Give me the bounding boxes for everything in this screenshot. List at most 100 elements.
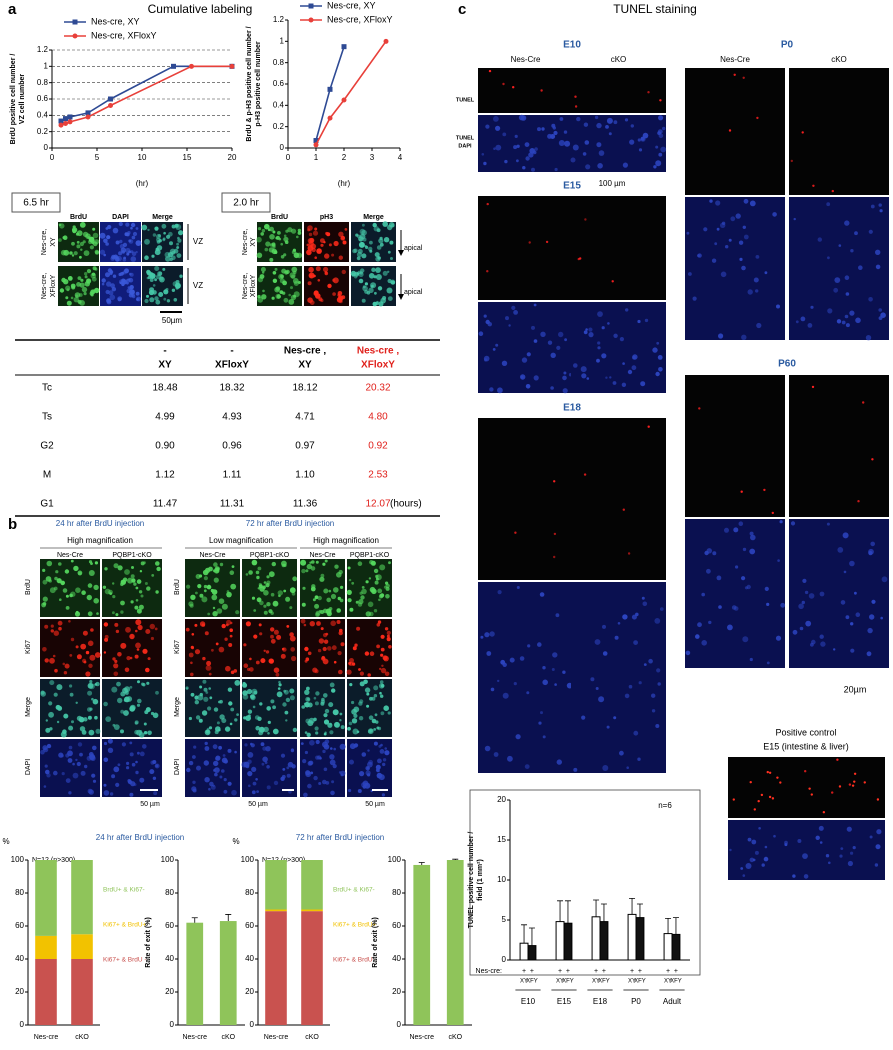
genotype-mark: + (566, 968, 570, 975)
cell (185, 686, 189, 690)
cell (368, 577, 372, 580)
cell (356, 256, 361, 261)
cell (114, 659, 118, 664)
cell (357, 561, 363, 566)
cell (62, 588, 68, 593)
cell (58, 626, 62, 631)
cell (94, 249, 100, 255)
cell (40, 691, 46, 697)
cell (108, 290, 114, 296)
bar-segment (265, 860, 287, 910)
cell (350, 270, 357, 277)
cell (331, 780, 335, 784)
cell (373, 568, 379, 574)
cell (194, 700, 199, 705)
cell (91, 276, 97, 282)
cell (660, 607, 664, 611)
row-label: Ki67 (25, 640, 32, 654)
cell (728, 238, 732, 242)
cell (90, 628, 94, 632)
bar (591, 916, 601, 961)
cell (290, 274, 296, 279)
cell (80, 643, 87, 650)
cell (234, 750, 237, 754)
cell (265, 746, 271, 752)
cell (870, 204, 875, 209)
cell (94, 287, 100, 294)
cell (486, 270, 489, 273)
genotype-mark: + (666, 968, 670, 975)
cell (48, 701, 53, 706)
cell (257, 296, 264, 303)
cell (362, 780, 369, 787)
cell (268, 571, 275, 578)
micrograph (789, 375, 889, 517)
cell (262, 756, 268, 763)
micrograph (571, 582, 666, 773)
annotation: n=6 (658, 801, 672, 810)
cell (283, 297, 289, 303)
point (383, 38, 389, 44)
cell (379, 749, 385, 754)
cell (333, 587, 339, 593)
cell (329, 682, 335, 688)
cell (384, 750, 390, 756)
cell (99, 249, 106, 255)
cell (632, 355, 636, 360)
cell (660, 146, 667, 153)
cell (272, 278, 278, 283)
table-header: XY (158, 360, 172, 371)
y-unit: % (232, 837, 239, 846)
cell (630, 124, 634, 128)
cell (323, 241, 326, 244)
y-tick-label: 15 (497, 835, 506, 844)
micrograph (571, 302, 666, 393)
cell (314, 603, 320, 609)
cell (311, 560, 315, 564)
cell (384, 627, 389, 631)
cell (81, 286, 88, 293)
genotype-mark: + (638, 968, 642, 975)
cell (379, 242, 384, 247)
cell (125, 626, 131, 633)
stage-label: E18 (563, 403, 581, 414)
y-tick-label: 40 (165, 954, 174, 963)
cell (252, 781, 257, 786)
cell (120, 610, 124, 614)
cell (648, 658, 653, 664)
cell (375, 768, 379, 772)
cell (583, 330, 588, 335)
cell (216, 721, 220, 725)
cell (810, 305, 814, 309)
cell (753, 808, 756, 811)
cell (318, 297, 323, 302)
y-tick-label: 1 (44, 61, 49, 70)
cell (597, 311, 603, 317)
cell (307, 245, 314, 252)
cell (247, 771, 253, 777)
cell (284, 710, 289, 715)
cell (136, 703, 141, 707)
cell (349, 683, 353, 687)
bar (527, 945, 537, 961)
cell (378, 774, 385, 781)
cell (364, 282, 368, 286)
cell (185, 627, 190, 632)
cell (65, 594, 69, 598)
cell (651, 709, 656, 713)
cell (493, 147, 496, 150)
cell (655, 160, 662, 167)
cell (347, 598, 352, 603)
cell (337, 291, 343, 296)
cell (45, 576, 52, 582)
cell (227, 781, 232, 786)
section-subtitle: High magnification (67, 536, 133, 545)
cell (870, 541, 875, 547)
cell (596, 122, 602, 129)
x-tick-label: Nes-cre (182, 1034, 207, 1041)
cell (581, 715, 586, 720)
cell (638, 148, 643, 152)
cell (866, 651, 872, 657)
cell (556, 759, 562, 765)
cell (316, 248, 322, 254)
